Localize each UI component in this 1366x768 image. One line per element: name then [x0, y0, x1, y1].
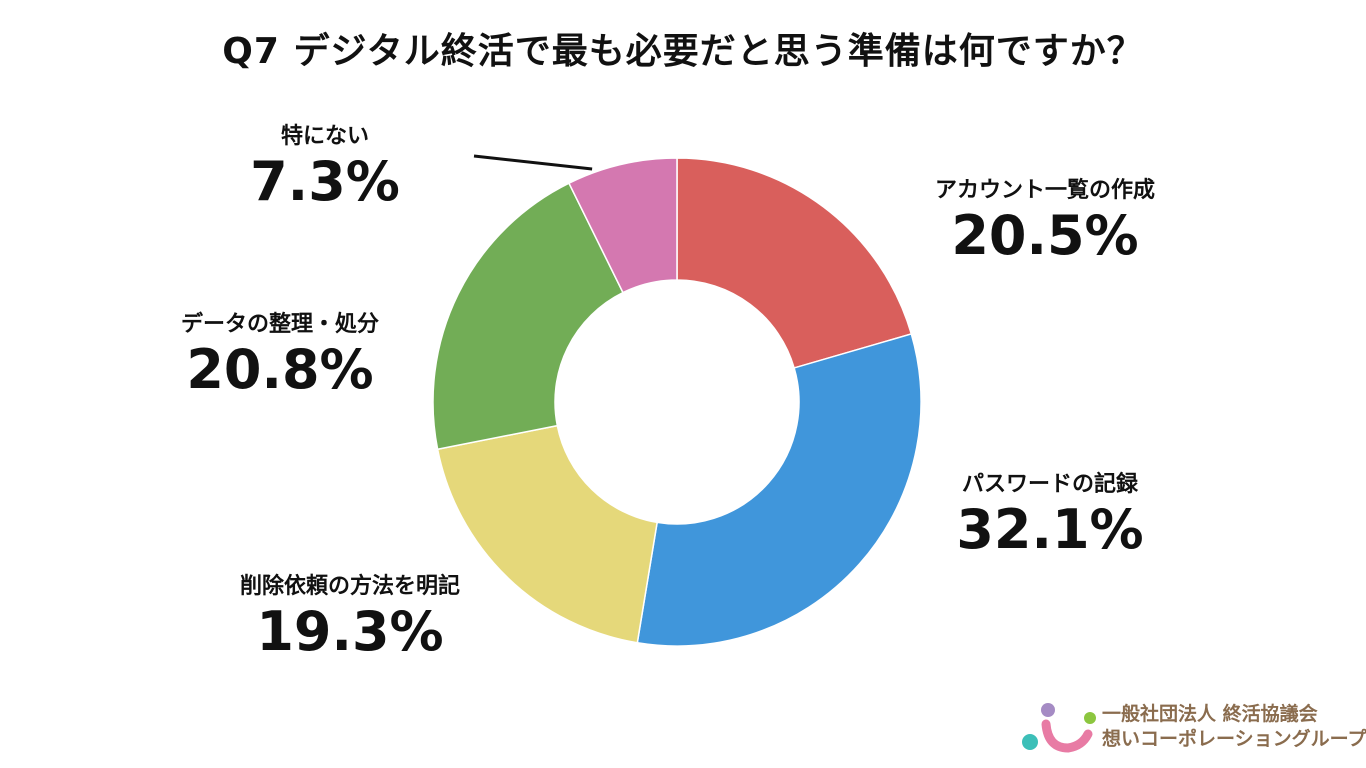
slice-percent: 19.3%	[256, 600, 444, 663]
slice-category: 特にない	[280, 124, 369, 149]
slice-label-data-organize: データの整理・処分 20.8%	[120, 306, 440, 402]
chart-title: Q7 デジタル終活で最も必要だと思う準備は何ですか？	[222, 31, 1144, 72]
logo-mark-icon	[1022, 703, 1096, 753]
slice-category: パスワードの記録	[961, 472, 1138, 497]
slice-percent: 32.1%	[956, 498, 1144, 561]
slice-label-account-list: アカウント一覧の作成 20.5%	[885, 172, 1205, 268]
donut-slice-account-list	[676, 157, 913, 369]
donut-slice-password-record	[636, 332, 922, 647]
slice-percent: 20.5%	[951, 204, 1139, 267]
slice-category: アカウント一覧の作成	[934, 178, 1155, 203]
slice-category: 削除依頼の方法を明記	[239, 574, 460, 599]
organization-logo: 一般社団法人 終活協議会 想いコーポレーショングループ	[1018, 700, 1366, 756]
slice-label-password-record: パスワードの記録 32.1%	[890, 466, 1210, 562]
donut-slice-data-organize	[432, 182, 624, 451]
slice-percent: 20.8%	[186, 338, 374, 401]
logo-group-name: 想いコーポレーショングループ	[1102, 728, 1366, 750]
donut-slice-nothing	[567, 157, 678, 294]
slice-label-nothing: 特にない 7.3%	[220, 118, 430, 214]
slice-label-deletion-method: 削除依頼の方法を明記 19.3%	[190, 568, 510, 664]
slice-percent: 7.3%	[250, 150, 400, 213]
leader-line-nothing	[473, 154, 593, 171]
slice-category: データの整理・処分	[180, 312, 379, 337]
donut-slice-deletion-method	[436, 424, 659, 644]
logo-org-name: 一般社団法人 終活協議会	[1102, 703, 1318, 725]
